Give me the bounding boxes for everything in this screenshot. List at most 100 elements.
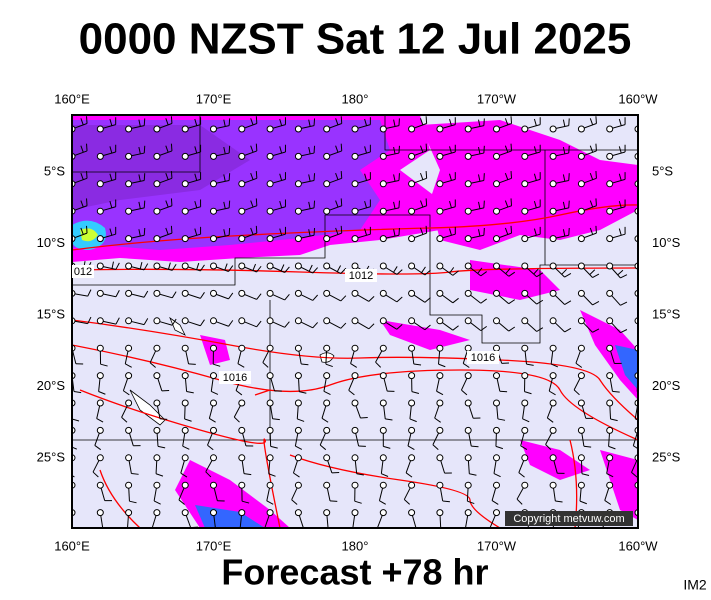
station — [181, 399, 189, 407]
station — [493, 454, 500, 462]
barb-flag — [250, 227, 254, 235]
station — [181, 426, 189, 434]
station — [606, 399, 614, 407]
barb-flag — [508, 271, 516, 277]
station — [153, 317, 161, 325]
barb-flag — [595, 116, 597, 124]
barb-flag — [194, 118, 198, 126]
barb-flag — [533, 173, 537, 181]
barb-flag — [109, 118, 113, 126]
station — [493, 235, 500, 243]
station — [181, 235, 189, 243]
station — [181, 125, 189, 133]
barb-flag — [194, 201, 198, 209]
barb-flag — [648, 229, 649, 236]
station — [266, 262, 274, 270]
station — [125, 289, 133, 297]
barb-flag — [143, 263, 149, 271]
station — [153, 125, 161, 133]
barb-flag — [449, 201, 452, 209]
station — [96, 372, 104, 380]
station — [493, 152, 500, 160]
isobar-label-box — [219, 371, 251, 384]
station — [408, 207, 416, 215]
barb-flag — [545, 444, 552, 450]
barb-flag — [308, 201, 311, 209]
barb-flag — [80, 172, 84, 180]
station — [549, 262, 557, 270]
barb-flag — [323, 390, 331, 395]
barb-flag — [340, 143, 343, 151]
station — [266, 125, 274, 133]
barb-flag — [493, 473, 501, 478]
barb-flag — [568, 118, 570, 126]
barb-flag — [385, 418, 393, 421]
barb-flag — [425, 171, 428, 179]
station — [493, 207, 500, 215]
station — [238, 454, 246, 462]
barb-flag — [407, 445, 415, 450]
station — [606, 262, 614, 270]
barb-flag — [153, 500, 161, 505]
barb-flag — [462, 363, 470, 368]
longitude-label: 160°E — [54, 91, 90, 106]
station — [266, 454, 274, 462]
station — [577, 289, 585, 297]
barb-flag — [80, 200, 84, 208]
station — [351, 454, 359, 462]
barb-flag — [325, 363, 333, 368]
barb-flag — [256, 293, 262, 300]
station — [181, 317, 189, 325]
longitude-label: 160°W — [618, 91, 658, 106]
station — [266, 481, 274, 489]
barb-flag — [471, 445, 479, 448]
barb-flag — [109, 146, 113, 154]
barb-flag — [139, 261, 143, 270]
barb-flag — [648, 120, 649, 127]
station — [606, 207, 614, 215]
barb-flag — [562, 174, 566, 182]
barb-flag — [80, 227, 84, 235]
latitude-label: 20°S — [37, 378, 66, 393]
barb-flag — [170, 225, 173, 234]
station — [351, 426, 359, 434]
station — [96, 152, 104, 160]
station — [125, 317, 133, 325]
barb-flag — [648, 202, 649, 209]
barb-flag — [364, 118, 368, 126]
station — [210, 399, 217, 407]
barb-flag — [336, 265, 342, 272]
barb-flag — [398, 118, 400, 126]
barb-flag — [143, 173, 146, 181]
barb-flag — [295, 445, 303, 450]
station — [96, 509, 104, 517]
station — [408, 509, 416, 517]
longitude-label: 170°W — [477, 538, 517, 553]
barb-flag — [280, 264, 285, 272]
barb-flag — [504, 145, 509, 153]
barb-flag — [109, 228, 113, 236]
barb-flag — [364, 146, 368, 154]
station — [294, 152, 302, 160]
barb-flag — [279, 228, 283, 236]
barb-flag — [255, 171, 258, 179]
rain-area — [420, 120, 638, 250]
barb-flag — [109, 201, 113, 209]
barb-flag — [209, 418, 216, 423]
barb-flag — [505, 268, 511, 275]
barb-flag — [138, 174, 141, 182]
station — [125, 426, 133, 434]
station — [153, 509, 161, 517]
barb-flag — [561, 268, 567, 275]
barb-flag — [592, 273, 600, 278]
station — [323, 289, 331, 297]
station — [323, 344, 331, 352]
station — [210, 372, 217, 380]
barb-flag — [255, 198, 258, 206]
barb-flag — [250, 145, 254, 153]
station — [351, 125, 359, 133]
station — [153, 399, 161, 407]
barb-flag — [424, 269, 431, 276]
station — [238, 235, 246, 243]
barb-flag — [606, 473, 614, 478]
